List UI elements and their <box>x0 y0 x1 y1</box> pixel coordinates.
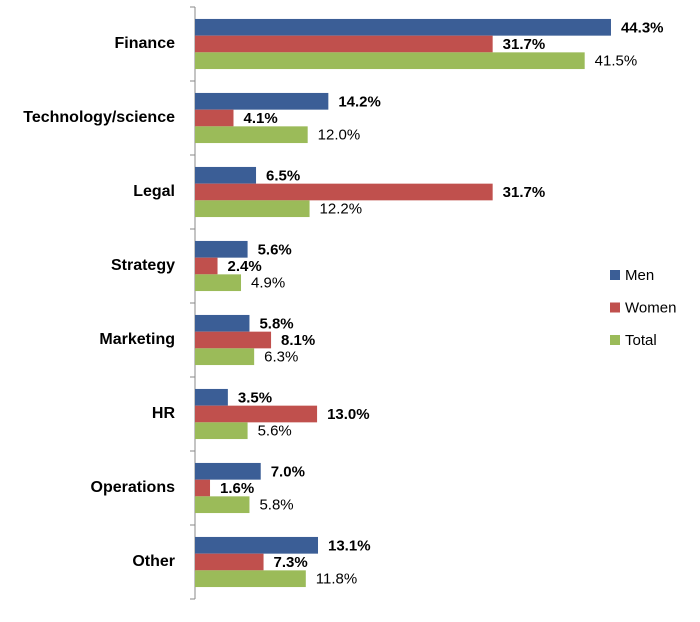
data-label: 7.3% <box>274 554 308 571</box>
bar <box>195 92 329 110</box>
data-label: 5.8% <box>259 497 293 514</box>
y-tick-label: Technology/science <box>23 109 175 126</box>
y-tick-label: HR <box>152 405 176 422</box>
y-tick-label: Other <box>132 553 175 570</box>
data-label: 7.0% <box>271 463 305 480</box>
bar <box>195 18 611 36</box>
data-label: 12.2% <box>320 201 363 218</box>
bar <box>195 388 228 406</box>
bar <box>195 314 250 332</box>
bar <box>195 536 319 554</box>
legend-swatch <box>610 302 620 313</box>
data-label: 44.3% <box>621 19 664 36</box>
bar <box>195 274 242 292</box>
y-tick-label: Operations <box>91 479 176 496</box>
bar <box>195 570 306 588</box>
bar <box>195 422 248 440</box>
bar <box>195 35 493 53</box>
bar <box>195 462 261 480</box>
legend-label: Total <box>625 332 657 349</box>
bar <box>195 52 585 70</box>
data-label: 11.8% <box>316 571 357 588</box>
data-label: 31.7% <box>503 184 546 201</box>
legend-swatch <box>610 335 620 345</box>
legend-label: Men <box>625 267 654 284</box>
legend-swatch <box>610 270 620 280</box>
data-label: 3.5% <box>238 389 272 406</box>
data-label: 12.0% <box>318 127 361 144</box>
bar <box>195 126 308 144</box>
data-label: 8.1% <box>281 332 315 349</box>
bar <box>195 405 318 423</box>
data-label: 13.1% <box>328 537 371 554</box>
bar <box>195 109 234 127</box>
bar <box>195 496 250 514</box>
bar <box>195 257 218 275</box>
data-label: 13.0% <box>327 406 370 423</box>
data-label: 4.1% <box>243 110 277 127</box>
bar <box>195 200 310 218</box>
legend-label: Women <box>625 299 676 316</box>
bar <box>195 240 248 258</box>
data-label: 14.2% <box>338 93 381 110</box>
bar <box>195 348 255 366</box>
data-label: 4.9% <box>251 275 285 292</box>
data-label: 5.6% <box>258 423 292 440</box>
data-label: 5.6% <box>258 241 292 258</box>
bar <box>195 166 257 184</box>
data-label: 41.5% <box>595 53 638 70</box>
data-label: 5.8% <box>259 315 293 332</box>
y-tick-label: Marketing <box>99 331 175 348</box>
bar <box>195 479 211 497</box>
data-label: 31.7% <box>503 36 546 53</box>
bar <box>195 183 493 201</box>
y-tick-label: Finance <box>115 35 176 52</box>
data-label: 6.3% <box>264 349 298 366</box>
data-label: 6.5% <box>266 167 300 184</box>
data-label: 2.4% <box>228 258 262 275</box>
bar <box>195 331 272 349</box>
data-label: 1.6% <box>220 480 254 497</box>
y-tick-label: Legal <box>133 183 175 200</box>
y-tick-label: Strategy <box>111 257 175 274</box>
bar <box>195 553 264 571</box>
